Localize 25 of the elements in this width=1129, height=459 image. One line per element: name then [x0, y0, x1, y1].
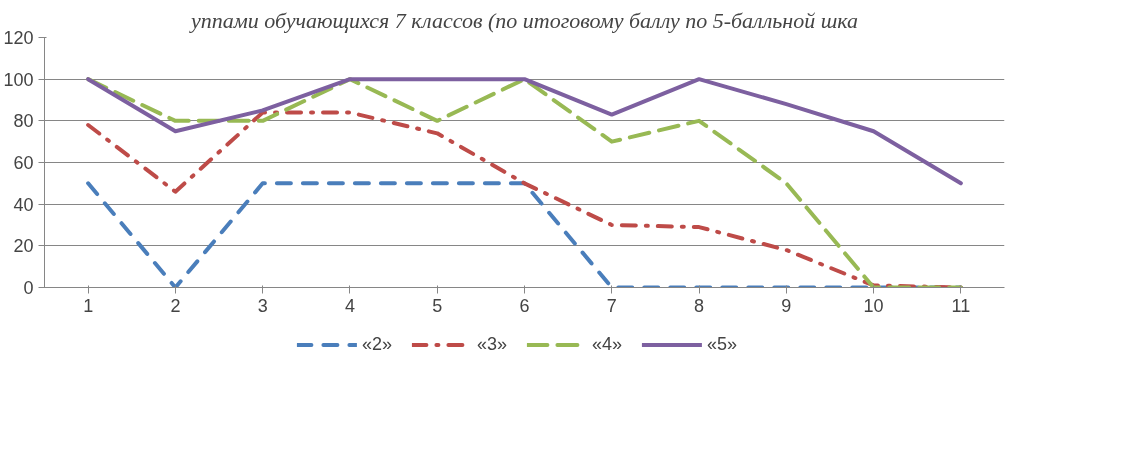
y-tick-label: 100 — [3, 69, 34, 90]
x-tick-label: 2 — [170, 295, 181, 316]
line-series — [86, 77, 963, 186]
legend-label: «3» — [476, 333, 507, 355]
x-tick-label: 4 — [344, 295, 355, 316]
y-tick-label: 60 — [13, 153, 34, 173]
x-tick-label: 3 — [257, 295, 268, 316]
x-tick-label: 8 — [694, 295, 705, 316]
x-tick-label: 5 — [432, 295, 443, 316]
x-tick-label: 9 — [781, 295, 792, 316]
y-tick-label: 0 — [23, 278, 34, 298]
y-tick-label: 20 — [13, 236, 34, 257]
legend-label: «5» — [707, 333, 738, 355]
legend-label: «2» — [361, 333, 392, 355]
x-tick-label: 7 — [606, 295, 617, 316]
y-tick-label: 120 — [3, 28, 34, 48]
legend-label: «4» — [592, 333, 623, 355]
x-tick-label: 10 — [863, 295, 884, 316]
y-tick-label: 40 — [13, 194, 34, 215]
y-tick-label: 80 — [13, 111, 34, 132]
x-tick-label: 1 — [83, 295, 94, 316]
x-tick-label: 6 — [519, 295, 530, 316]
line-series — [86, 110, 963, 288]
x-tick-label: 11 — [951, 295, 971, 316]
chart-title: уппами обучающихся 7 классов (по итоговому баллу по 5-балльной шка — [188, 7, 859, 33]
